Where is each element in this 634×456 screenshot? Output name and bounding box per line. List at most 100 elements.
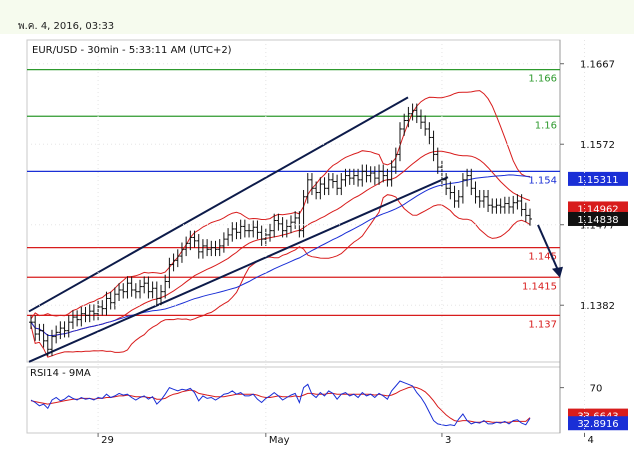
price-bar bbox=[356, 168, 361, 187]
price-bar bbox=[511, 195, 516, 214]
price-bar bbox=[158, 284, 163, 306]
price-bar bbox=[477, 189, 482, 208]
price-bar bbox=[523, 202, 528, 223]
price-bar bbox=[314, 181, 319, 200]
price-bar bbox=[121, 283, 126, 299]
price-bar bbox=[213, 240, 218, 257]
price-bar bbox=[498, 198, 503, 214]
price-bar bbox=[469, 168, 474, 196]
price-bar bbox=[117, 283, 122, 301]
price-bar bbox=[318, 177, 323, 200]
level-label: 1.154 bbox=[528, 175, 557, 186]
lower-band-line bbox=[30, 194, 531, 358]
price-bar bbox=[179, 242, 184, 263]
price-bar bbox=[247, 223, 252, 238]
level-label: 1.145 bbox=[528, 252, 557, 263]
price-bar bbox=[398, 122, 403, 162]
rsi-line bbox=[30, 380, 531, 427]
price-bar bbox=[104, 291, 109, 316]
price-bar bbox=[284, 219, 289, 238]
price-bar bbox=[49, 329, 54, 357]
price-bar bbox=[330, 173, 335, 189]
price-bar bbox=[276, 213, 281, 231]
price-bar bbox=[448, 181, 453, 200]
rsi-ma-line bbox=[30, 386, 531, 423]
price-bar bbox=[70, 310, 75, 329]
price-bar bbox=[372, 166, 377, 185]
price-bar bbox=[301, 189, 306, 238]
price-bar bbox=[226, 228, 231, 246]
price-bar bbox=[427, 122, 432, 145]
rsi-tick-label: 70 bbox=[590, 384, 603, 395]
price-bar bbox=[83, 306, 88, 323]
price-bar bbox=[393, 147, 398, 174]
price-bar bbox=[154, 281, 159, 306]
price-bar bbox=[364, 164, 369, 183]
price-bar bbox=[167, 257, 172, 289]
price-bar bbox=[515, 194, 520, 210]
price-bar bbox=[268, 223, 273, 242]
rsi-badge-label: 32.8916 bbox=[577, 419, 618, 430]
price-bar bbox=[171, 253, 176, 272]
date-label: พ.ค. 4, 2016, 03:33 bbox=[18, 21, 115, 32]
price-bar bbox=[402, 113, 407, 136]
rsi-badge-box bbox=[568, 416, 628, 431]
price-bar bbox=[410, 103, 415, 121]
price-bar bbox=[196, 234, 201, 259]
price-bar bbox=[138, 279, 143, 299]
price-bar bbox=[255, 220, 260, 240]
price-bar bbox=[335, 174, 340, 196]
price-bar bbox=[96, 300, 101, 321]
price-bar bbox=[528, 208, 532, 226]
x-tick-label: 29 bbox=[101, 435, 114, 446]
price-bar bbox=[41, 323, 46, 348]
price-bar bbox=[481, 189, 486, 208]
level-label: 1.166 bbox=[528, 74, 557, 85]
upper-band-line bbox=[30, 90, 531, 320]
price-bar bbox=[435, 147, 440, 174]
price-tick-label: 1.1477 bbox=[580, 221, 615, 232]
price-badge-box bbox=[568, 211, 628, 226]
price-bar bbox=[108, 291, 113, 310]
price-bar bbox=[418, 109, 423, 129]
price-bar bbox=[217, 239, 222, 257]
price-bar bbox=[490, 198, 495, 214]
price-bar bbox=[221, 232, 226, 253]
price-bar bbox=[66, 315, 71, 338]
price-bar bbox=[33, 315, 38, 341]
price-bar bbox=[150, 281, 155, 299]
level-label: 1.1415 bbox=[522, 281, 557, 292]
price-badge-label: 1.14962 bbox=[577, 204, 618, 215]
long-ma-line bbox=[30, 174, 531, 337]
price-bar bbox=[343, 168, 348, 187]
price-bar bbox=[326, 173, 331, 196]
price-bar bbox=[460, 173, 465, 204]
price-bar bbox=[444, 173, 449, 196]
price-bar bbox=[452, 185, 457, 208]
price-bar bbox=[58, 321, 63, 340]
price-bar bbox=[209, 240, 214, 257]
price-bar bbox=[377, 164, 382, 185]
price-bar bbox=[112, 287, 117, 310]
price-bar bbox=[322, 177, 327, 196]
price-bar bbox=[125, 276, 130, 299]
price-bar bbox=[360, 164, 365, 187]
price-bar bbox=[259, 225, 264, 246]
price-bar bbox=[192, 230, 197, 248]
price-badge: 1.14962 bbox=[568, 201, 628, 216]
price-bar bbox=[205, 239, 210, 257]
price-bar bbox=[423, 115, 428, 136]
price-bar bbox=[146, 276, 151, 299]
price-bar bbox=[486, 189, 491, 213]
price-bar bbox=[494, 198, 499, 214]
price-bar bbox=[414, 103, 419, 124]
price-bar bbox=[251, 220, 256, 238]
price-bar bbox=[465, 168, 470, 187]
chart-header-bar: พ.ค. 4, 2016, 03:33 bbox=[0, 0, 634, 34]
price-bar bbox=[339, 173, 344, 196]
price-bar bbox=[62, 321, 67, 338]
price-bar bbox=[519, 194, 524, 217]
price-bar bbox=[87, 304, 92, 323]
price-bar bbox=[45, 334, 50, 357]
